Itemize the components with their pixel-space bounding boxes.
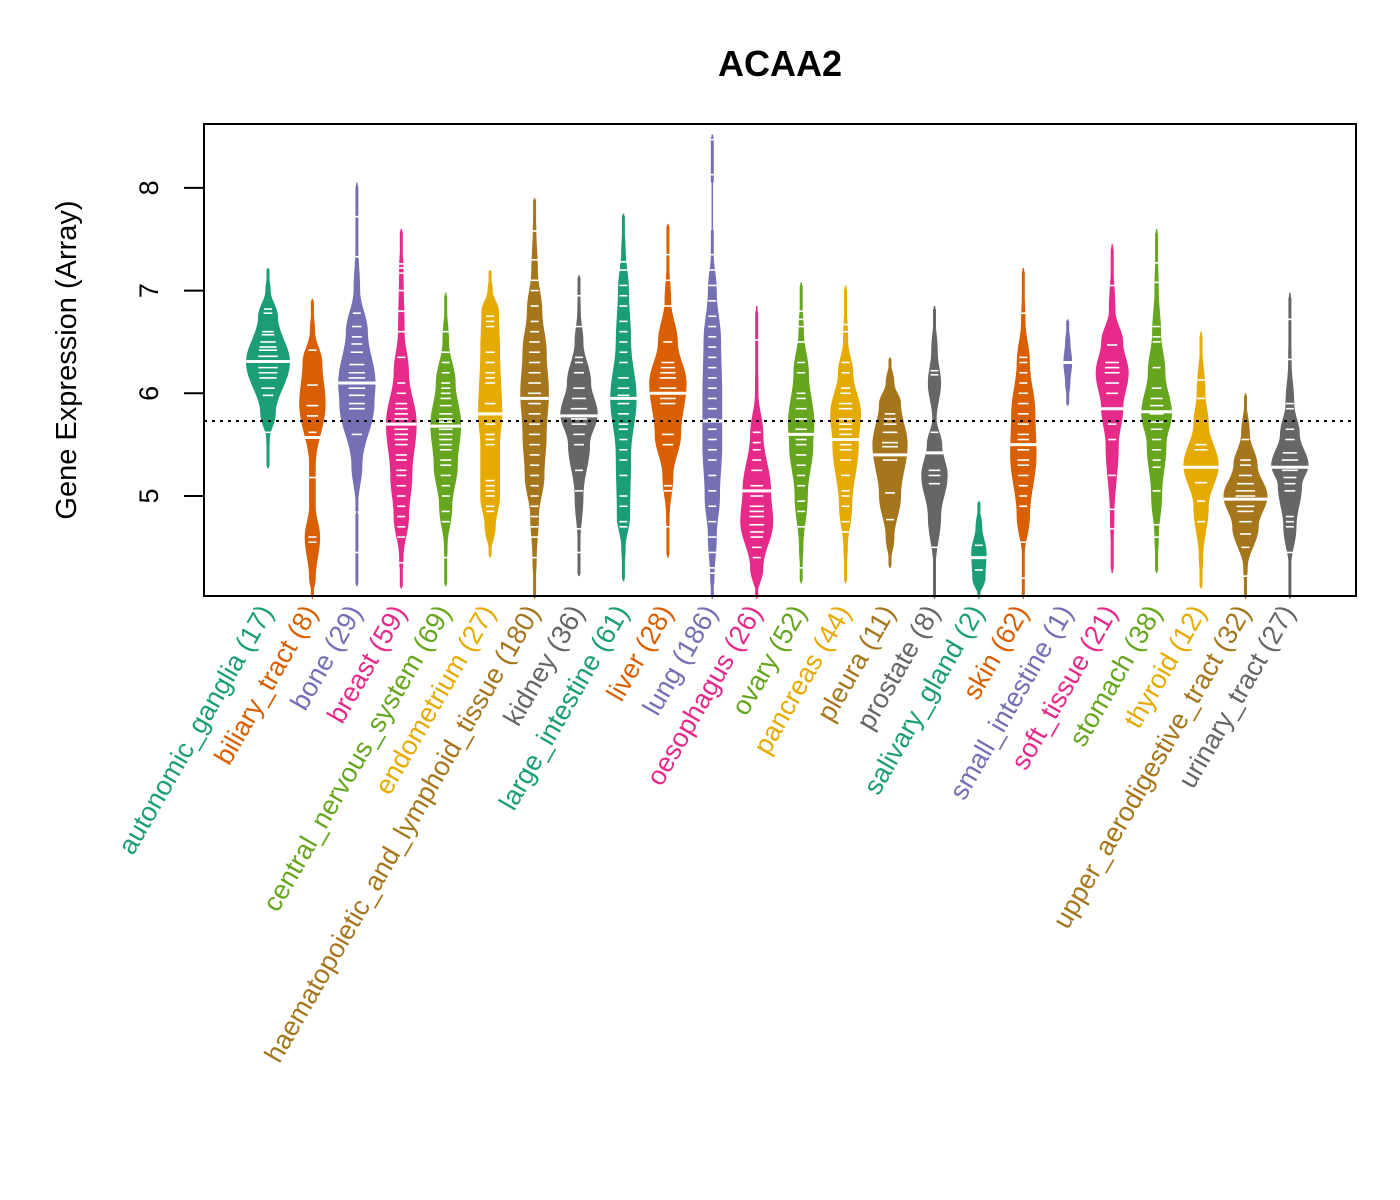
- violin-oesophagus: [740, 306, 774, 599]
- violin-liver: [649, 223, 687, 558]
- violin-body: [649, 223, 687, 558]
- chart-title: ACAA2: [718, 43, 842, 84]
- violin-body: [1223, 393, 1268, 596]
- violin-body: [1141, 229, 1172, 573]
- violin-bone: [338, 182, 376, 587]
- y-tick-label: 6: [134, 386, 164, 401]
- violin-lung: [702, 134, 723, 599]
- violin-breast: [385, 228, 417, 589]
- violin-body: [1271, 292, 1309, 596]
- violin-body: [872, 357, 908, 568]
- violin-body: [921, 306, 948, 596]
- violin-skin: [1010, 268, 1037, 599]
- violin-body: [740, 306, 774, 596]
- violin-body: [971, 501, 987, 596]
- violin-body: [702, 134, 723, 596]
- violin-prostate: [921, 306, 948, 599]
- violin-urinary-tract: [1271, 292, 1309, 599]
- violin-stomach: [1141, 228, 1172, 574]
- violin-body: [788, 282, 815, 584]
- violin-body: [560, 275, 598, 577]
- violin-kidney: [560, 275, 598, 577]
- violin-upper-aerodigestive-tract: [1223, 393, 1268, 599]
- violin-soft-tissue: [1095, 244, 1129, 574]
- y-axis: 5 6 7 8: [134, 180, 205, 504]
- y-axis-label: Gene Expression (Array): [51, 200, 83, 519]
- violin-body: [1010, 268, 1037, 596]
- violins: [246, 134, 1309, 599]
- y-tick-label: 7: [134, 283, 164, 298]
- violin-haematopoietic-and-lymphoid-tissue: [520, 198, 549, 599]
- violin-small-intestine: [1059, 319, 1076, 406]
- violin-body: [1183, 331, 1219, 589]
- violin-autonomic-ganglia: [246, 268, 290, 469]
- violin-pleura: [872, 357, 908, 568]
- violin-body: [299, 298, 326, 596]
- violin-body: [338, 182, 376, 587]
- violin-pancreas: [830, 285, 861, 584]
- violin-endometrium: [478, 270, 503, 558]
- violin-salivary-gland: [970, 501, 987, 599]
- y-tick-label: 5: [134, 488, 164, 503]
- violin-large-intestine: [610, 213, 637, 582]
- violin-ovary: [788, 282, 815, 584]
- violin-central-nervous-system: [430, 292, 462, 587]
- y-tick-label: 8: [134, 180, 164, 195]
- violin-thyroid: [1183, 331, 1219, 589]
- violin-biliary-tract: [299, 298, 326, 599]
- x-axis-labels: autonomic_ganglia (17)biliary_tract (8)b…: [112, 600, 1301, 1067]
- plot-frame: [203, 123, 1357, 597]
